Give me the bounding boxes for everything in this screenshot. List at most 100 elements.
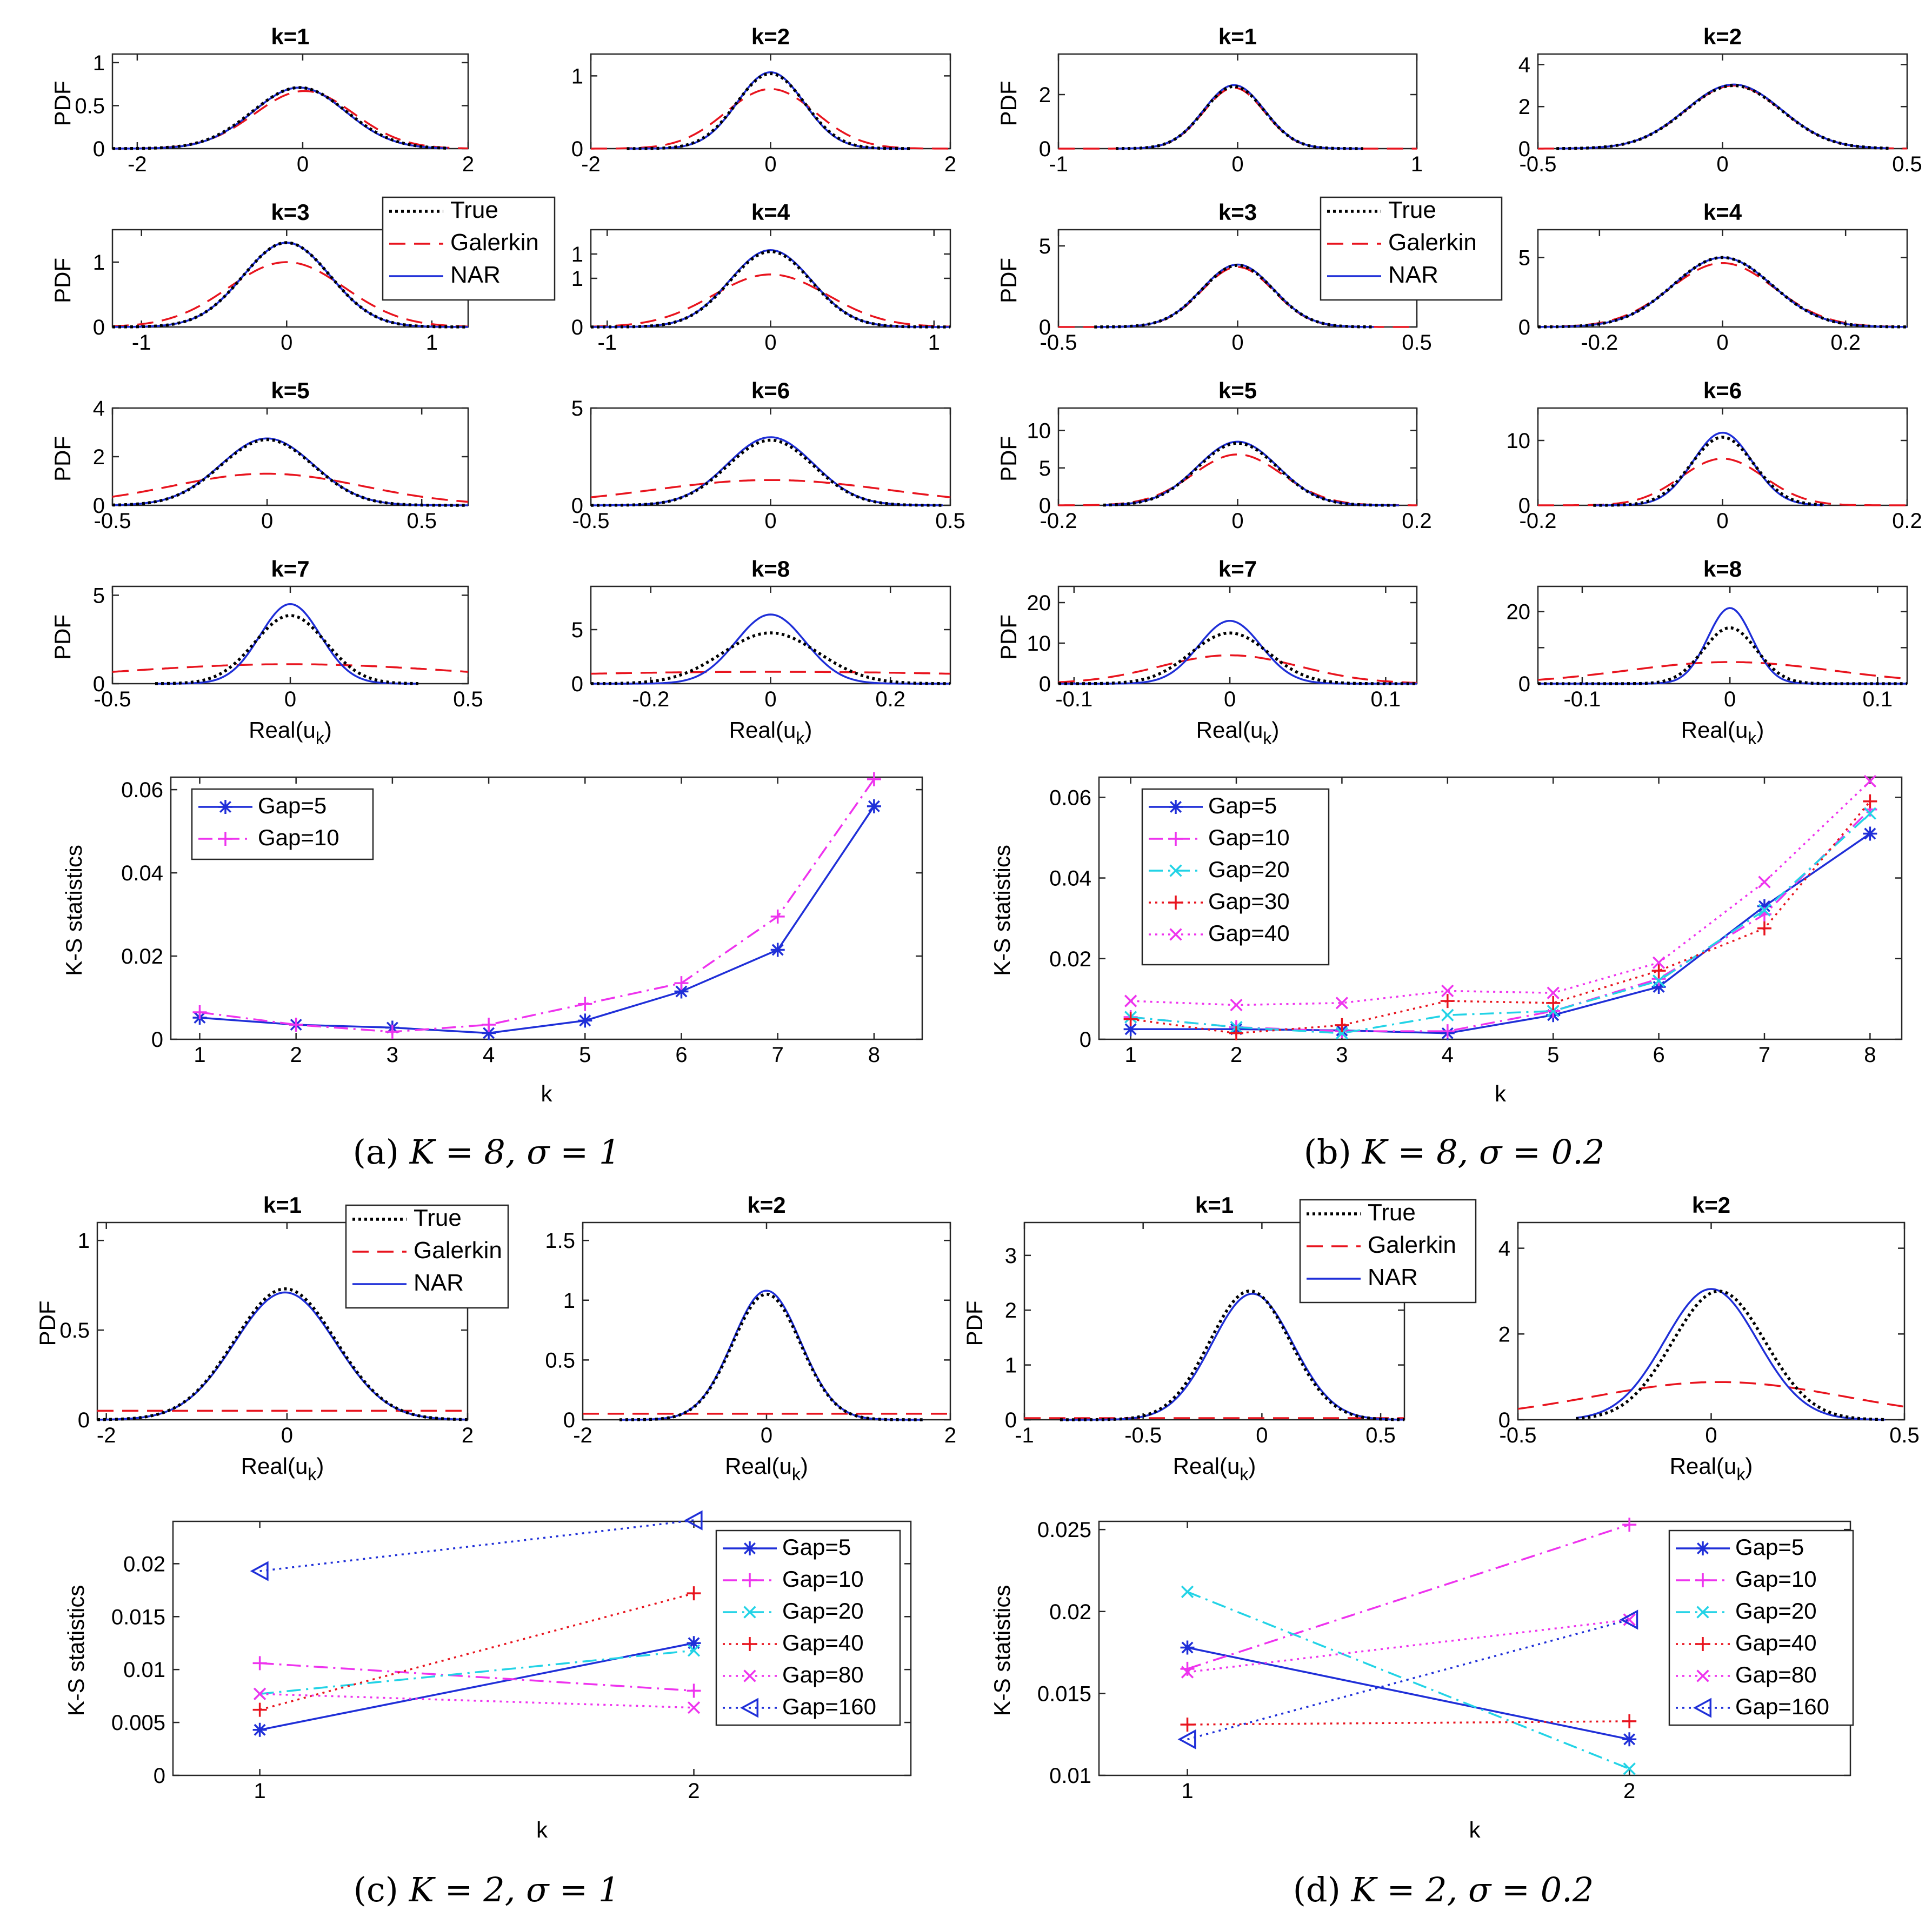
legend-galerkin-label: Galerkin (414, 1237, 502, 1264)
chart-title: k=2 (1703, 24, 1742, 49)
x-tick-label: 7 (772, 1043, 784, 1067)
x-tick-label: 0 (764, 687, 776, 711)
x-tick-label: 0 (761, 1424, 772, 1447)
legend-galerkin-label: Galerkin (1388, 229, 1477, 256)
x-tick-label: 0 (1716, 152, 1728, 176)
series-line (259, 1662, 694, 1692)
x-tick-label: 2 (1230, 1043, 1242, 1067)
x-tick-label: 0 (764, 152, 776, 176)
data-point (1651, 964, 1666, 978)
x-tick-label: -0.1 (1563, 687, 1601, 711)
chart-title: k=6 (751, 378, 790, 403)
y-tick-label: 4 (1498, 1237, 1510, 1261)
legend-marker (743, 1637, 757, 1651)
x-tick-label: 0.2 (1402, 509, 1432, 533)
x-tick-label: 0 (1231, 331, 1243, 355)
legend-box (191, 788, 374, 860)
y-axis-label: PDF (50, 81, 75, 126)
x-tick-label: 0.5 (1892, 152, 1922, 176)
x-axis-label: Real(uk) (729, 717, 812, 748)
data-point (1863, 774, 1877, 788)
y-tick-label: 1 (93, 51, 105, 75)
x-tick-label: 1 (426, 331, 438, 355)
y-tick-label: 0 (1080, 1028, 1091, 1052)
series-line (1187, 1619, 1630, 1673)
y-tick-label: 0 (154, 1764, 165, 1788)
legend-marker (743, 1573, 757, 1587)
chart-title: k=8 (751, 556, 790, 582)
series-nar (591, 613, 950, 685)
y-tick-label: 4 (93, 397, 105, 420)
y-tick-label: 0.5 (59, 1319, 90, 1342)
chart-b4: k=4 -0.2 0 0.2 0 5 (1518, 199, 1908, 355)
y-tick-label: 2 (1039, 83, 1051, 107)
data-point (1335, 997, 1349, 1010)
axes-box (111, 53, 469, 150)
caption-a: (a) K = 8, σ = 1 (324, 1132, 649, 1172)
legend-marker (1169, 928, 1182, 941)
x-tick-label: 1 (928, 331, 940, 355)
data-point (1441, 984, 1454, 998)
series-gap-10 (192, 772, 881, 1039)
legend-label: Gap=40 (782, 1630, 864, 1655)
series-line (1187, 1720, 1630, 1726)
legend-label: Gap=80 (782, 1662, 864, 1687)
series-nar (619, 1290, 923, 1421)
axes-box (1537, 585, 1908, 685)
y-tick-label: 0 (1518, 672, 1530, 696)
series-line (199, 778, 875, 1033)
y-tick-label: 0 (151, 1028, 163, 1052)
series-true (112, 86, 448, 150)
series-line (1130, 833, 1871, 1034)
data-point (578, 1013, 592, 1028)
y-tick-label: 0 (1039, 672, 1051, 696)
legend-marker (1696, 1606, 1709, 1619)
data-point (687, 1644, 701, 1657)
caption-d-prefix: (d) (1293, 1870, 1351, 1909)
x-tick-label: 0.1 (1863, 687, 1893, 711)
data-point (1230, 998, 1243, 1012)
legend-box (345, 1204, 509, 1309)
y-tick-label: 5 (1518, 246, 1530, 270)
data-point (1440, 1024, 1455, 1039)
data-point (1620, 1609, 1638, 1630)
data-point (1181, 1585, 1194, 1599)
y-tick-label: 0 (571, 316, 583, 339)
y-tick-label: 1 (93, 251, 105, 275)
y-tick-label: 0 (93, 494, 105, 518)
series-gap-160 (1177, 1609, 1638, 1749)
data-point (1758, 904, 1771, 917)
x-tick-label: 0 (284, 687, 296, 711)
legend: Gap=5 Gap=10 (191, 788, 374, 860)
legend-marker (1693, 1698, 1712, 1718)
legend-nar-label: NAR (1368, 1264, 1418, 1291)
y-tick-label: 0.025 (1037, 1518, 1091, 1542)
x-tick-label: 2 (290, 1043, 302, 1067)
legend-label: Gap=10 (1735, 1566, 1817, 1592)
data-point (1181, 1666, 1194, 1679)
legend-label: Gap=20 (1208, 857, 1290, 882)
x-tick-label: 0 (1716, 509, 1728, 533)
chart-title: k=3 (271, 199, 309, 225)
x-tick-label: -1 (132, 331, 151, 355)
series-line (1130, 812, 1871, 1034)
y-tick-label: 2 (93, 445, 105, 469)
series-true (591, 631, 950, 685)
series-gap-40 (252, 1586, 701, 1717)
series-nar (155, 603, 418, 685)
axes-box (1517, 1221, 1906, 1421)
series-true (1116, 85, 1363, 150)
legend-label: Gap=160 (782, 1694, 876, 1719)
x-tick-label: 3 (387, 1043, 398, 1067)
axes-box (1537, 53, 1908, 150)
x-tick-label: 5 (579, 1043, 591, 1067)
legend-label: Gap=30 (1208, 888, 1290, 914)
legend-label: Gap=5 (1208, 793, 1277, 818)
x-tick-label: -2 (581, 152, 601, 176)
axes-box (1057, 53, 1418, 150)
series-galerkin (590, 671, 951, 675)
chart-title: k=2 (751, 24, 790, 49)
